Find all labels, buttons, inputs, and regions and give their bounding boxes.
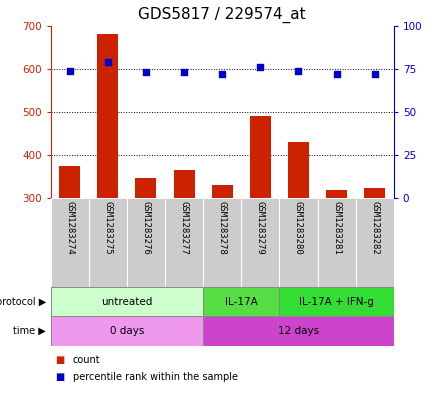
Text: ■: ■ (55, 355, 64, 365)
Title: GDS5817 / 229574_at: GDS5817 / 229574_at (139, 7, 306, 23)
Text: GSM1283281: GSM1283281 (332, 201, 341, 255)
Bar (288, 142, 309, 198)
Bar (203, 287, 279, 316)
Text: GSM1283276: GSM1283276 (141, 201, 150, 255)
Bar (203, 316, 394, 346)
Text: GSM1283278: GSM1283278 (218, 201, 227, 255)
Bar (241, 198, 279, 287)
Bar (127, 198, 165, 287)
Point (371, 71, 378, 77)
Bar (174, 170, 194, 198)
Text: ■: ■ (55, 373, 64, 382)
Text: GSM1283279: GSM1283279 (256, 201, 265, 255)
Text: protocol ▶: protocol ▶ (0, 297, 46, 307)
Bar (250, 116, 271, 198)
Bar (318, 198, 356, 287)
Bar (51, 287, 203, 316)
Bar (279, 287, 394, 316)
Text: count: count (73, 355, 100, 365)
Bar (89, 198, 127, 287)
Text: GSM1283282: GSM1283282 (370, 201, 379, 255)
Text: 0 days: 0 days (110, 326, 144, 336)
Point (257, 64, 264, 70)
Text: GSM1283280: GSM1283280 (294, 201, 303, 255)
Bar (59, 166, 80, 198)
Point (180, 69, 187, 75)
Bar (136, 178, 157, 198)
Bar (165, 198, 203, 287)
Text: time ▶: time ▶ (14, 326, 46, 336)
Point (66, 67, 73, 73)
Text: percentile rank within the sample: percentile rank within the sample (73, 373, 238, 382)
Text: IL-17A: IL-17A (225, 297, 258, 307)
Bar (51, 316, 203, 346)
Point (143, 69, 150, 75)
Bar (203, 198, 241, 287)
Bar (326, 190, 347, 198)
Text: untreated: untreated (101, 297, 153, 307)
Point (104, 59, 111, 65)
Point (333, 71, 340, 77)
Bar (364, 187, 385, 198)
Text: IL-17A + IFN-g: IL-17A + IFN-g (299, 297, 374, 307)
Bar (212, 185, 233, 198)
Point (295, 67, 302, 73)
Point (219, 71, 226, 77)
Text: GSM1283277: GSM1283277 (180, 201, 189, 255)
Bar (97, 34, 118, 198)
Text: 12 days: 12 days (278, 326, 319, 336)
Text: GSM1283275: GSM1283275 (103, 201, 112, 255)
Bar (51, 198, 89, 287)
Bar (279, 198, 318, 287)
Bar (356, 198, 394, 287)
Text: GSM1283274: GSM1283274 (65, 201, 74, 255)
